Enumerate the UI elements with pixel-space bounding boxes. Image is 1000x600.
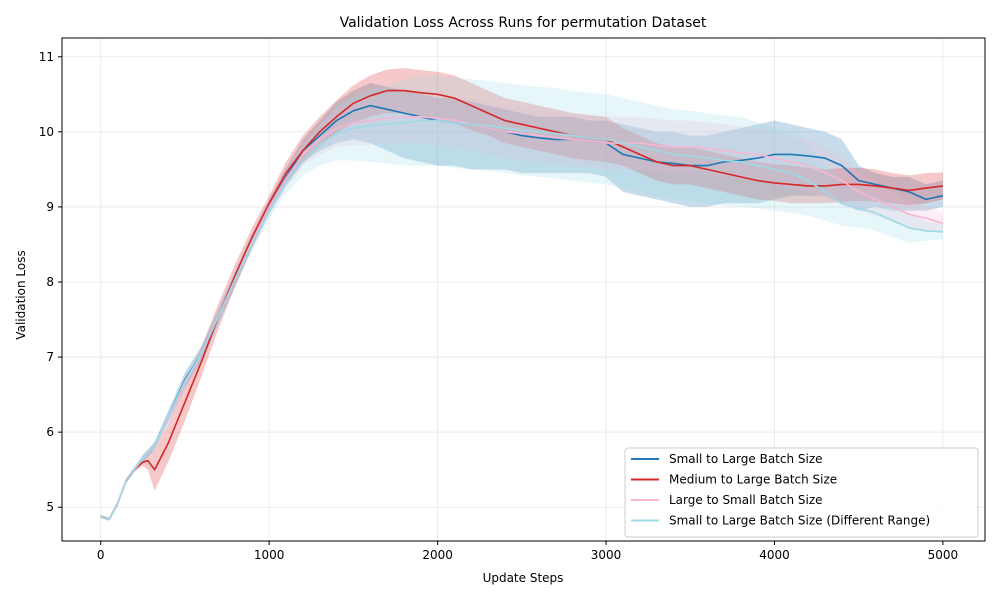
y-tick-label: 11 bbox=[39, 50, 54, 64]
x-axis-ticks: 0 1000 2000 3000 4000 5000 bbox=[97, 541, 958, 562]
x-tick-label: 5000 bbox=[928, 548, 959, 562]
y-axis-ticks: 5 6 7 8 9 10 11 bbox=[39, 50, 62, 514]
legend-box bbox=[624, 447, 979, 538]
y-axis-label: Validation Loss bbox=[14, 250, 28, 339]
y-tick-label: 10 bbox=[39, 125, 54, 139]
y-tick-label: 8 bbox=[46, 275, 54, 289]
x-axis-label: Update Steps bbox=[483, 571, 564, 585]
legend-label-4: Small to Large Batch Size (Different Ran… bbox=[669, 514, 930, 528]
y-tick-label: 6 bbox=[46, 425, 54, 439]
chart-title: Validation Loss Across Runs for permutat… bbox=[340, 15, 707, 31]
line-series-4 bbox=[100, 119, 943, 521]
x-tick-label: 4000 bbox=[759, 548, 790, 562]
x-tick-label: 3000 bbox=[591, 548, 622, 562]
y-tick-label: 5 bbox=[46, 500, 54, 514]
line-series-3 bbox=[100, 116, 944, 521]
band-series-4 bbox=[100, 75, 943, 521]
plot-area-frame bbox=[61, 37, 986, 542]
band-series-2 bbox=[100, 68, 943, 521]
confidence-bands bbox=[100, 68, 943, 521]
y-tick-label: 9 bbox=[46, 200, 54, 214]
band-series-1 bbox=[100, 83, 943, 521]
line-series-2 bbox=[100, 89, 944, 521]
legend-label-1: Small to Large Batch Size bbox=[669, 452, 823, 466]
x-tick-label: 0 bbox=[97, 548, 105, 562]
y-tick-label: 7 bbox=[46, 350, 54, 364]
x-tick-label: 2000 bbox=[422, 548, 453, 562]
x-tick-label: 1000 bbox=[254, 548, 285, 562]
series-lines bbox=[100, 89, 944, 521]
legend-label-2: Medium to Large Batch Size bbox=[669, 473, 837, 487]
legend: Small to Large Batch Size Medium to Large… bbox=[624, 447, 979, 538]
legend-label-3: Large to Small Batch Size bbox=[669, 493, 823, 507]
